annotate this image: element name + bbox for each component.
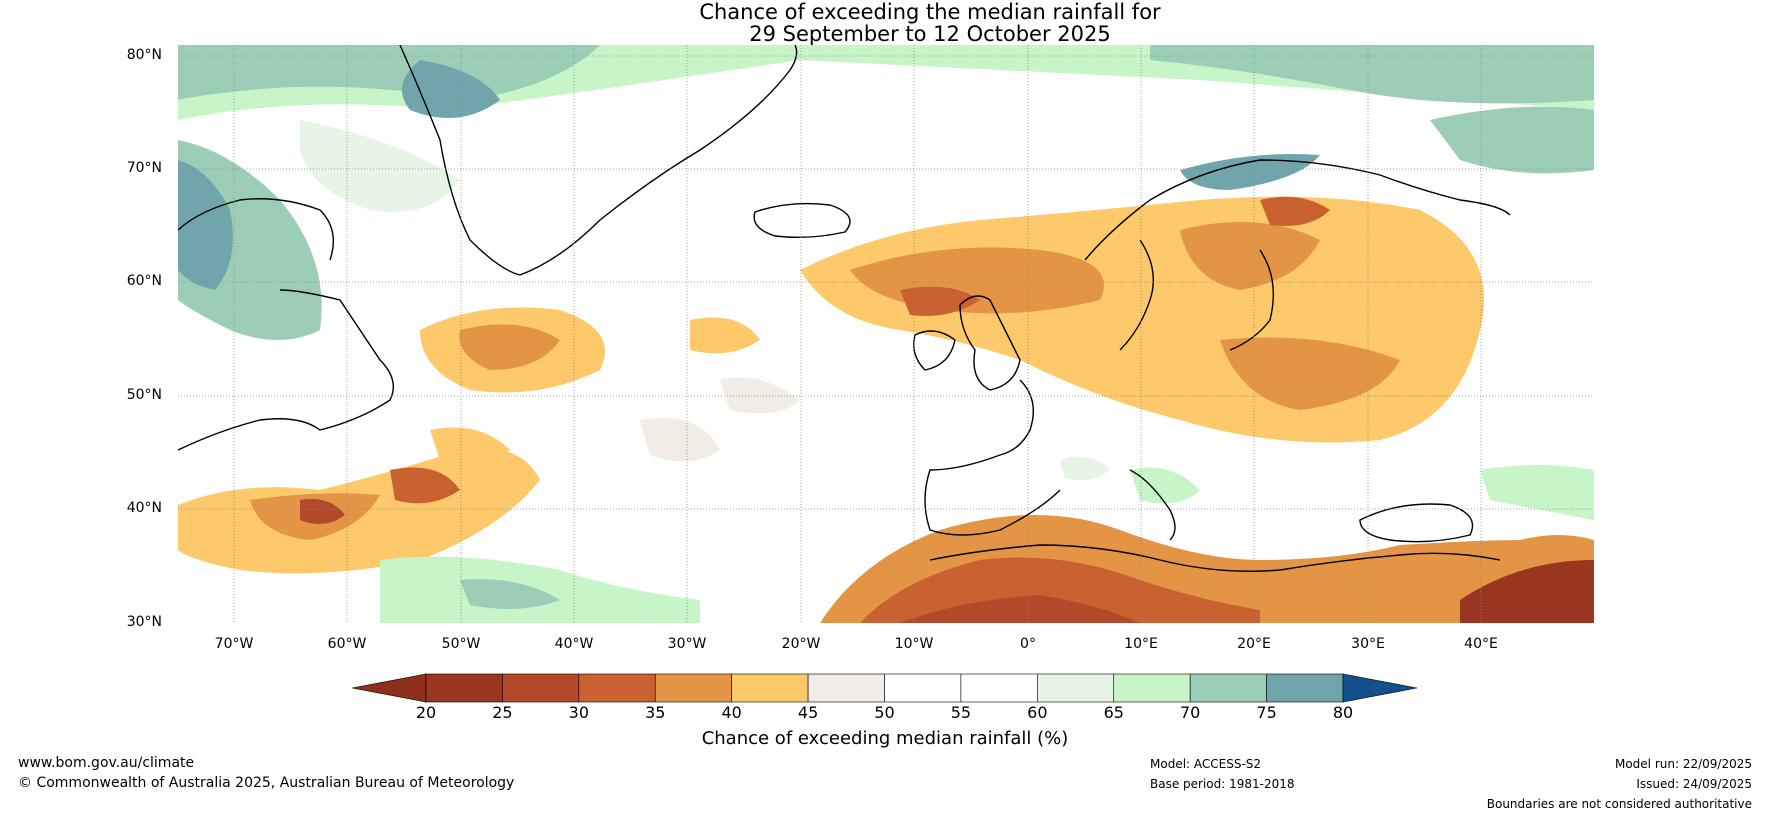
lon-label-0: 0° xyxy=(1020,636,1036,652)
footer-issued: Issued: 24/09/2025 xyxy=(1636,777,1752,791)
lon-label-30w: 30°W xyxy=(667,636,707,652)
footer-base-period: Base period: 1981-2018 xyxy=(1150,777,1295,791)
lat-label-80n: 80°N xyxy=(126,47,162,63)
chart-title-line1: Chance of exceeding the median rainfall … xyxy=(699,0,1161,24)
lon-label-40e: 40°E xyxy=(1464,636,1498,652)
lon-label-10e: 10°E xyxy=(1124,636,1158,652)
colorbar-tick-label: 30 xyxy=(568,703,589,722)
colorbar-tick-label: 25 xyxy=(492,703,513,722)
lon-label-60w: 60°W xyxy=(327,636,367,652)
colorbar-segment xyxy=(578,673,656,703)
colorbar-tick-label: 80 xyxy=(1332,703,1354,722)
colorbar-tick-label: 45 xyxy=(797,703,819,722)
lon-label-70w: 70°W xyxy=(214,636,254,652)
colorbar-label: Chance of exceeding median rainfall (%) xyxy=(701,728,1069,749)
footer-website: www.bom.gov.au/climate xyxy=(18,755,195,771)
colorbar-segment xyxy=(731,673,809,703)
colorbar-tick-label: 65 xyxy=(1103,703,1124,722)
colorbar-tick-label: 20 xyxy=(415,703,437,722)
lat-label-70n: 70°N xyxy=(126,160,162,176)
colorbar-tick-label: 60 xyxy=(1027,703,1048,722)
colorbar-extend-over xyxy=(1342,673,1418,703)
lat-label-60n: 60°N xyxy=(126,273,162,289)
footer-model-run: Model run: 22/09/2025 xyxy=(1614,757,1752,771)
lon-label-30e: 30°E xyxy=(1351,636,1385,652)
coastlines xyxy=(178,45,1511,572)
colorbar-segment xyxy=(502,673,580,703)
colorbar-segment xyxy=(807,673,885,703)
footer-model: Model: ACCESS-S2 xyxy=(1150,757,1262,771)
colorbar xyxy=(351,673,1418,703)
colorbar-tick-label: 35 xyxy=(645,703,666,722)
footer-copyright: © Commonwealth of Australia 2025, Austra… xyxy=(18,775,515,791)
lon-label-40w: 40°W xyxy=(554,636,594,652)
lat-label-50n: 50°N xyxy=(126,387,162,403)
lon-label-10w: 10°W xyxy=(894,636,934,652)
colorbar-segment xyxy=(425,673,503,703)
colorbar-segment xyxy=(654,673,732,703)
colorbar-segment xyxy=(960,673,1038,703)
lat-label-30n: 30°N xyxy=(126,614,162,630)
chart-title-line2: 29 September to 12 October 2025 xyxy=(749,22,1111,46)
lat-label-40n: 40°N xyxy=(126,500,162,516)
colorbar-segment xyxy=(1266,673,1344,703)
colorbar-segment xyxy=(884,673,962,703)
graticule xyxy=(178,45,1594,623)
colorbar-segment xyxy=(1189,673,1267,703)
lon-label-20e: 20°E xyxy=(1237,636,1271,652)
colorbar-tick-label: 55 xyxy=(950,703,972,722)
colorbar-tick-label: 75 xyxy=(1256,703,1277,722)
colorbar-tick-label: 40 xyxy=(721,703,742,722)
rainfall-field xyxy=(178,45,1594,623)
colorbar-segment xyxy=(1113,673,1191,703)
colorbar-segment xyxy=(1037,673,1115,703)
footer-disclaimer: Boundaries are not considered authoritat… xyxy=(1486,797,1752,811)
colorbar-tick-label: 50 xyxy=(874,703,895,722)
lon-label-20w: 20°W xyxy=(781,636,821,652)
lon-label-50w: 50°W xyxy=(441,636,481,652)
colorbar-extend-under xyxy=(351,673,427,703)
colorbar-tick-label: 70 xyxy=(1179,703,1201,722)
